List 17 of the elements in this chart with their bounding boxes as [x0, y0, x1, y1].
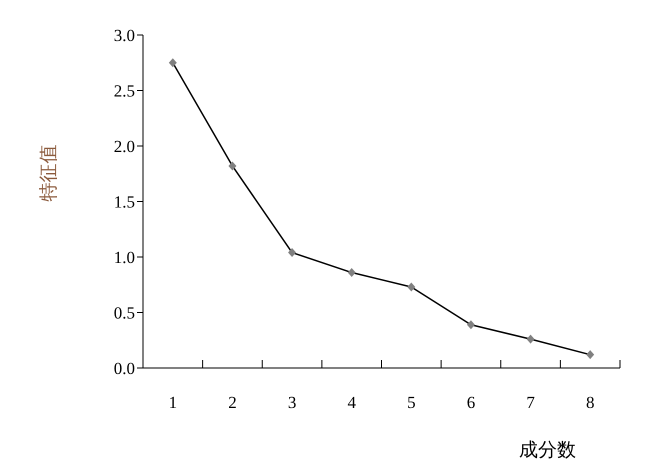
y-tick-label: 1.5	[114, 192, 135, 212]
x-tick-label: 1	[168, 393, 178, 412]
y-tick-label: 0.5	[114, 304, 135, 323]
x-tick-label: 3	[288, 393, 296, 412]
x-tick-label: 5	[407, 393, 416, 412]
y-tick-label: 3.0	[114, 26, 135, 46]
x-tick-label: 7	[526, 393, 536, 412]
y-tick-label: 2.0	[114, 137, 135, 156]
x-axis-title: 成分数	[519, 440, 576, 461]
y-tick-label: 0.0	[114, 359, 135, 378]
x-tick-label: 8	[586, 393, 594, 412]
x-tick-label: 4	[347, 393, 356, 412]
y-tick-label: 1.0	[114, 248, 135, 268]
y-axis-title: 特征值	[38, 144, 60, 202]
x-tick-label: 6	[466, 393, 476, 412]
y-tick-label: 2.5	[114, 82, 135, 101]
x-tick-label: 2	[228, 393, 237, 412]
